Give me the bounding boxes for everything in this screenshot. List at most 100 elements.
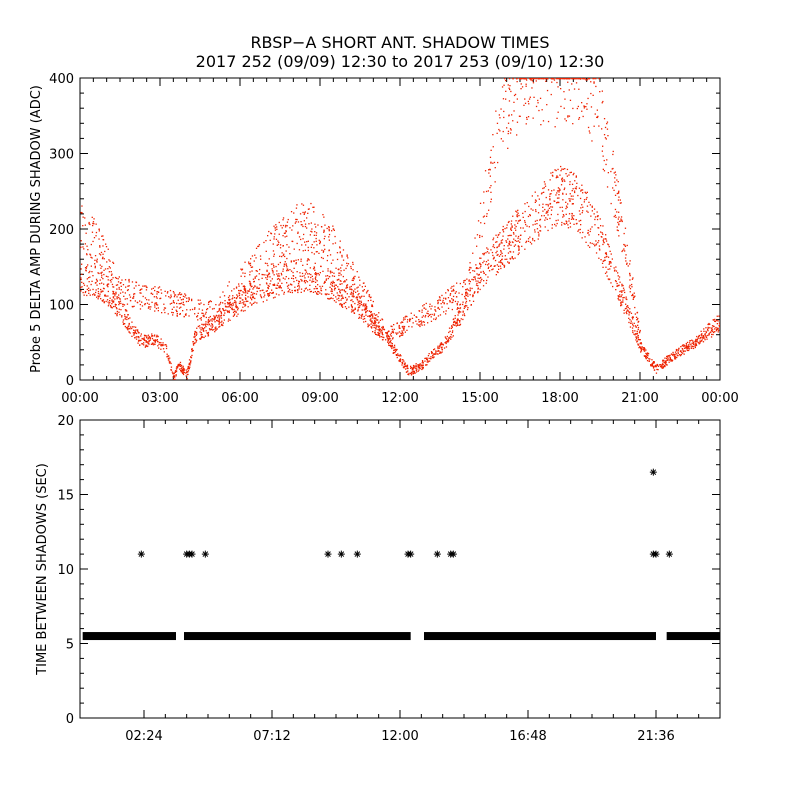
probe-data-point xyxy=(542,120,545,122)
probe-data-point xyxy=(231,298,233,300)
probe-data-point xyxy=(358,317,360,319)
probe-data-point xyxy=(107,295,109,297)
probe-data-point xyxy=(377,332,379,334)
probe-data-point xyxy=(224,305,227,307)
probe-data-point xyxy=(120,289,122,291)
probe-data-point xyxy=(699,338,701,340)
probe-data-point xyxy=(191,349,194,352)
probe-data-point xyxy=(202,312,204,315)
probe-data-point xyxy=(668,359,670,361)
probe-data-point xyxy=(606,186,609,188)
probe-data-point xyxy=(294,289,296,292)
probe-data-point xyxy=(435,317,437,319)
probe-data-point xyxy=(492,237,495,239)
probe-data-point xyxy=(283,291,285,293)
probe-data-point xyxy=(174,378,176,380)
probe-data-point xyxy=(228,318,230,320)
probe-data-point xyxy=(370,313,372,316)
probe-data-point xyxy=(596,109,598,111)
probe-data-point xyxy=(538,109,540,112)
probe-data-point xyxy=(150,306,152,308)
probe-data-point xyxy=(488,209,490,211)
probe-data-point xyxy=(467,293,469,295)
probe-data-point xyxy=(121,279,123,281)
probe-data-point xyxy=(122,305,124,307)
probe-data-point xyxy=(395,348,397,350)
probe-data-point xyxy=(333,294,335,296)
probe-data-point xyxy=(666,359,668,361)
probe-data-point xyxy=(500,108,502,110)
probe-data-point xyxy=(254,285,256,288)
probe-data-point xyxy=(118,294,120,296)
baseline-shadow-points xyxy=(184,632,411,641)
probe-data-point xyxy=(473,270,476,272)
probe-data-point xyxy=(296,279,298,282)
probe-data-point xyxy=(116,298,118,300)
probe-data-point xyxy=(563,78,566,80)
probe-data-point xyxy=(172,314,174,316)
probe-data-point xyxy=(537,231,539,233)
probe-data-point xyxy=(598,240,600,242)
probe-data-point xyxy=(180,368,182,370)
probe-data-point xyxy=(620,218,622,220)
probe-data-point xyxy=(568,115,571,117)
probe-data-point xyxy=(512,258,514,260)
probe-data-point xyxy=(542,203,544,205)
probe-data-point xyxy=(614,208,617,211)
probe-data-point xyxy=(396,356,398,359)
probe-data-point xyxy=(107,283,110,285)
probe-data-point xyxy=(475,280,477,282)
probe-data-point xyxy=(358,276,360,278)
probe-data-point xyxy=(225,309,227,311)
probe-data-point xyxy=(560,105,562,108)
probe-data-point xyxy=(380,331,382,333)
probe-data-point xyxy=(604,256,606,259)
probe-data-point xyxy=(456,319,458,322)
probe-data-point xyxy=(83,248,85,250)
probe-data-point xyxy=(621,283,623,285)
probe-data-point xyxy=(210,300,212,303)
probe-data-point xyxy=(427,313,429,315)
probe-data-point xyxy=(672,351,674,354)
probe-data-point xyxy=(339,247,341,249)
probe-data-point xyxy=(559,189,561,191)
probe-data-point xyxy=(145,341,147,343)
probe-data-point xyxy=(704,339,706,341)
probe-data-point xyxy=(172,291,175,293)
probe-data-point xyxy=(481,278,483,280)
probe-data-point xyxy=(492,162,494,164)
probe-data-point xyxy=(365,308,367,310)
probe-data-point xyxy=(453,285,455,287)
probe-data-point xyxy=(170,294,172,296)
probe-data-point xyxy=(681,348,683,350)
probe-data-point xyxy=(147,342,149,344)
probe-data-point xyxy=(332,225,334,227)
probe-data-point xyxy=(208,301,210,303)
baseline-shadow-points xyxy=(666,632,720,641)
probe-data-point xyxy=(307,276,310,278)
probe-data-point xyxy=(431,305,433,307)
probe-data-point xyxy=(623,289,625,291)
probe-data-point xyxy=(561,178,563,181)
probe-data-point xyxy=(176,315,178,317)
probe-data-point xyxy=(364,304,367,306)
probe-data-point xyxy=(253,260,255,262)
probe-data-point xyxy=(601,150,603,152)
probe-data-point xyxy=(371,305,374,308)
probe-data-point xyxy=(251,285,253,287)
probe-data-point xyxy=(112,293,114,295)
probe-data-point xyxy=(336,298,338,300)
probe-data-point xyxy=(445,342,447,345)
probe-data-point xyxy=(388,337,390,339)
probe-data-point xyxy=(430,308,432,310)
y-tick-label: 0 xyxy=(66,712,74,727)
probe-data-point xyxy=(334,242,337,244)
probe-data-point xyxy=(433,313,436,315)
probe-data-point xyxy=(282,268,284,270)
probe-data-point xyxy=(617,275,619,277)
probe-data-point xyxy=(712,330,714,333)
probe-data-point xyxy=(333,289,336,291)
probe-data-point xyxy=(499,243,501,245)
probe-data-point xyxy=(374,314,377,316)
probe-data-point xyxy=(285,263,287,265)
